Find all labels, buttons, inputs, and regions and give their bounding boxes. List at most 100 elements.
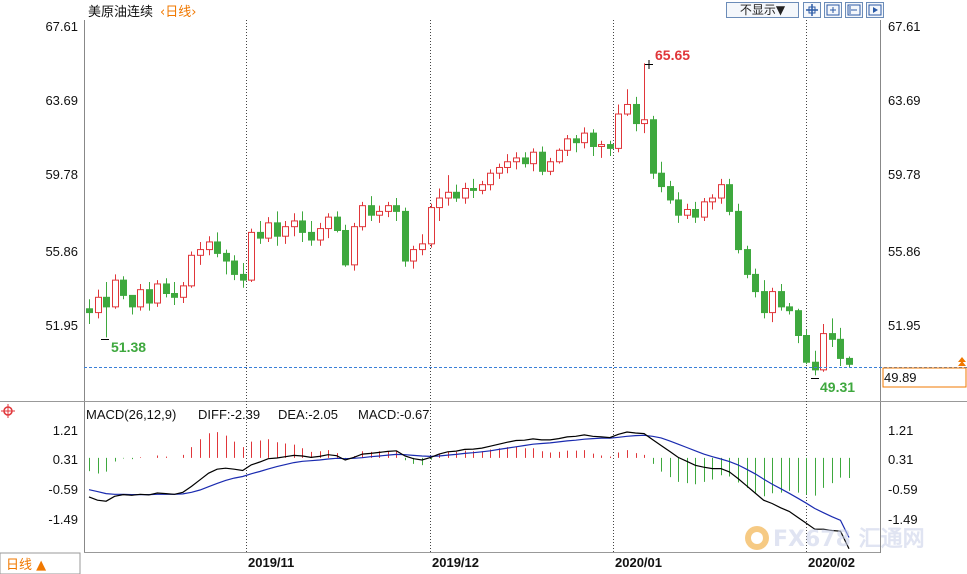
candle-body (539, 151, 546, 172)
candle (428, 203, 435, 248)
candle (419, 234, 426, 256)
candle-body (308, 231, 315, 241)
candle (325, 213, 332, 239)
candle (718, 178, 725, 204)
candle-body (820, 333, 827, 371)
candle-body (171, 292, 178, 298)
month-label: 2019/12 (432, 555, 479, 570)
candle-body (547, 161, 554, 172)
candle-body (342, 229, 349, 266)
crosshair-icon (806, 4, 818, 16)
candle (590, 129, 597, 157)
candle-body (479, 184, 486, 191)
macd-value-label: MACD:-0.67 (358, 407, 430, 422)
watermark: FX678 汇通网 (745, 526, 925, 552)
candle-body (257, 231, 264, 239)
candle (223, 249, 230, 275)
candle (675, 192, 682, 223)
candle (282, 220, 289, 244)
price-tick: 55.86 (45, 244, 78, 259)
zoom-in-button[interactable] (824, 2, 842, 18)
high-marker (645, 60, 653, 69)
period-label[interactable]: ‹日线› (160, 5, 196, 20)
candle-body (359, 205, 366, 228)
candle (701, 198, 708, 221)
candle-body (86, 308, 93, 314)
candle-body (786, 306, 793, 312)
candle (795, 308, 802, 344)
candle (573, 135, 580, 153)
candle-body (641, 119, 648, 125)
candle-body (752, 273, 759, 293)
price-tick: 67.61 (45, 19, 78, 34)
candle-body (95, 296, 102, 314)
candle (248, 228, 255, 283)
watermark-text: FX678 汇通网 (773, 527, 925, 552)
price-axis-right: 67.61 63.69 59.78 55.86 51.95 (888, 19, 921, 333)
candle-body (496, 166, 503, 174)
candle-body (385, 205, 392, 212)
zoom-out-button[interactable] (845, 2, 863, 18)
candle (231, 255, 238, 281)
macd-tick: 0.31 (888, 452, 913, 467)
candle-body (129, 294, 136, 308)
candle (453, 184, 460, 202)
candle (744, 245, 751, 279)
candle-body (214, 241, 221, 254)
candle (214, 232, 221, 258)
candle-body (564, 138, 571, 151)
price-tick: 59.78 (888, 167, 921, 182)
scroll-right-button[interactable] (866, 2, 884, 18)
macd-settings-icon[interactable] (1, 404, 15, 418)
high-label: 65.65 (655, 47, 690, 63)
candle-body (248, 231, 255, 281)
candle-body (633, 103, 640, 125)
candle (564, 135, 571, 157)
candle (650, 115, 657, 179)
candle (257, 220, 264, 244)
candle (462, 182, 469, 204)
candle-body (351, 226, 358, 266)
candle (299, 211, 306, 242)
price-tick: 63.69 (888, 93, 921, 108)
candle-body (513, 157, 520, 163)
zoom-in-icon (826, 4, 840, 16)
crosshair-button[interactable] (803, 2, 821, 18)
candle (317, 222, 324, 246)
month-label: 2019/11 (248, 555, 294, 570)
candle-series (86, 63, 853, 376)
candle-body (445, 191, 452, 199)
first-low-label: 51.38 (111, 339, 146, 355)
candle-body (428, 207, 435, 245)
candle-body (504, 161, 511, 168)
period-button[interactable]: 日线 ▲ (0, 552, 81, 574)
candle-body (299, 220, 306, 233)
candle-body (615, 113, 622, 149)
candle (154, 280, 161, 307)
candle-body (410, 249, 417, 262)
candle-body (197, 249, 204, 256)
candle-body (120, 279, 127, 296)
candle (641, 63, 648, 134)
candle (410, 245, 417, 269)
candle-body (317, 228, 324, 241)
candle-body (701, 201, 708, 218)
candle (761, 280, 768, 319)
candle-body (667, 186, 674, 201)
display-dropdown[interactable]: 不显示▼ (726, 2, 799, 18)
candle (188, 251, 195, 288)
period-button-label: 日线 ▲ (6, 558, 46, 573)
candle (735, 203, 742, 254)
candle (633, 96, 640, 132)
candle-body (487, 172, 494, 186)
candle-body (684, 208, 691, 216)
macd-tick: 0.31 (53, 452, 78, 467)
candle-body (265, 222, 272, 239)
candle (120, 276, 127, 300)
candle-body (837, 338, 844, 359)
price-tick: 55.86 (888, 244, 921, 259)
candle-body (658, 172, 665, 188)
candle-body (453, 191, 460, 199)
candle (351, 222, 358, 271)
